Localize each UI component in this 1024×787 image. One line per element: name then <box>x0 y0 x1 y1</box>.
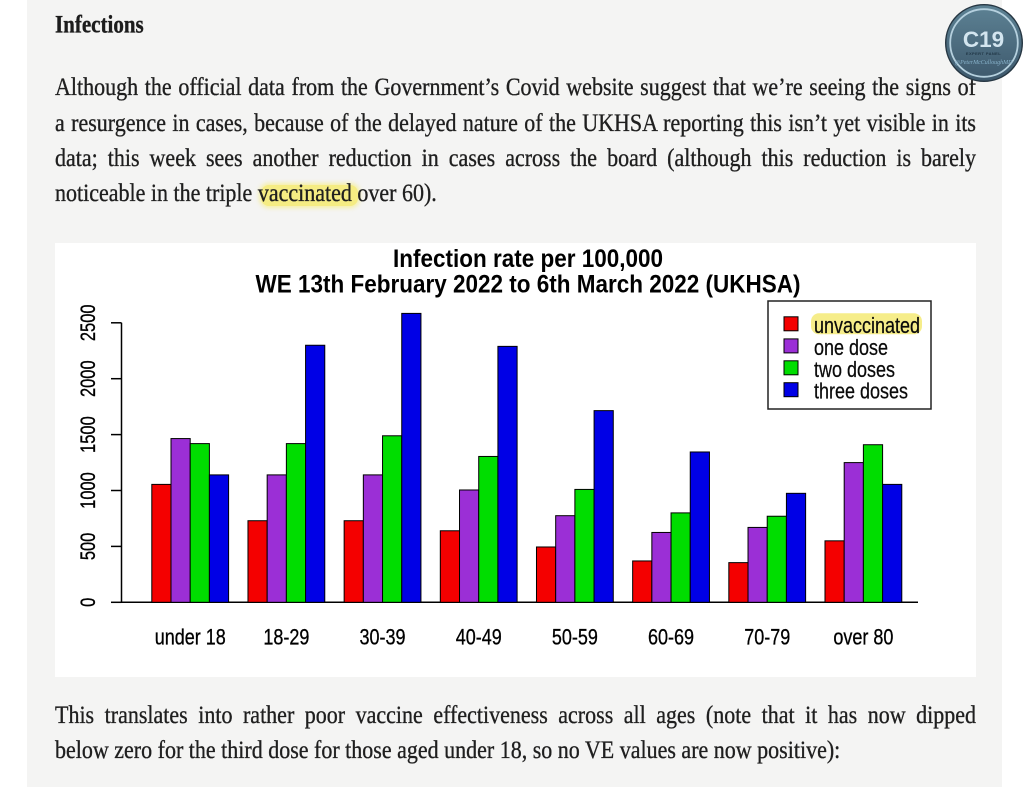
svg-text:1500: 1500 <box>77 416 100 453</box>
svg-text:Infection rate per 100,000: Infection rate per 100,000 <box>393 246 663 273</box>
svg-text:unvaccinated: unvaccinated <box>814 314 920 338</box>
svg-text:three doses: three doses <box>814 379 908 403</box>
svg-text:@PeterMcCulloughMD: @PeterMcCulloughMD <box>955 59 1014 65</box>
svg-text:60-69: 60-69 <box>648 625 694 649</box>
svg-text:30-39: 30-39 <box>360 625 406 649</box>
svg-text:C19: C19 <box>963 27 1004 52</box>
svg-text:70-79: 70-79 <box>744 625 790 649</box>
svg-text:0: 0 <box>77 597 100 606</box>
svg-text:50-59: 50-59 <box>552 625 598 649</box>
svg-text:EXPERT PANEL: EXPERT PANEL <box>966 51 1001 56</box>
svg-text:two doses: two doses <box>814 358 895 382</box>
svg-text:2000: 2000 <box>77 360 100 397</box>
svg-text:2500: 2500 <box>77 304 100 341</box>
svg-text:under 18: under 18 <box>155 625 226 649</box>
svg-text:WE 13th February 2022 to 6th M: WE 13th February 2022 to 6th March 2022 … <box>256 271 801 298</box>
svg-text:over 80: over 80 <box>833 625 893 649</box>
svg-text:40-49: 40-49 <box>456 625 502 649</box>
svg-text:500: 500 <box>77 532 100 560</box>
svg-text:one dose: one dose <box>814 336 888 360</box>
svg-text:1000: 1000 <box>77 472 100 509</box>
svg-text:18-29: 18-29 <box>263 625 309 649</box>
